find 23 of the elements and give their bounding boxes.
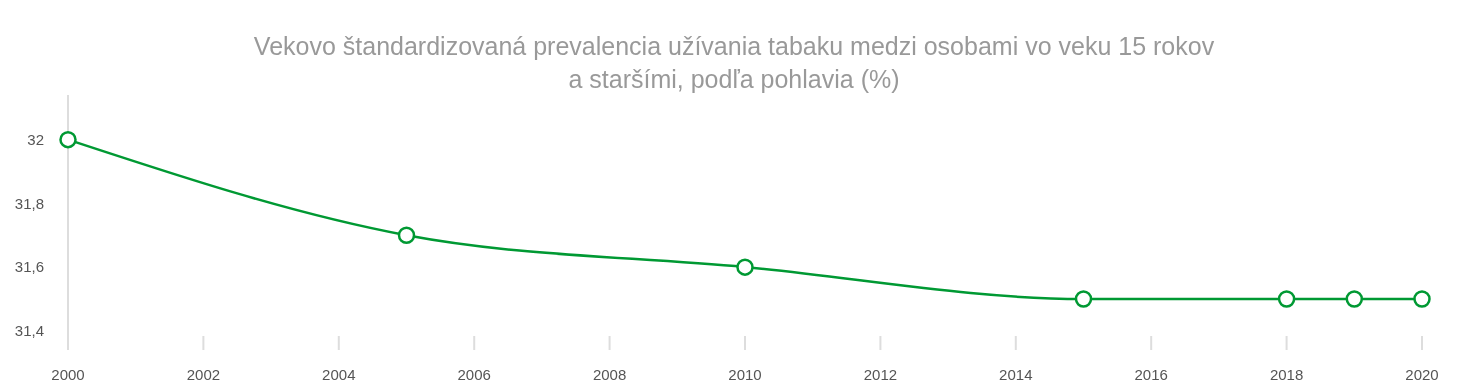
x-tick-label: 2012 [863,366,898,383]
point [1277,290,1296,308]
y-tick-label: 32 [27,130,44,148]
point [736,258,754,276]
x-tick-label: 2004 [322,366,356,383]
x-tick-label: 2006 [457,366,491,383]
y-tick-label: 31,6 [14,258,44,276]
x-tick-label: 2000 [51,366,85,383]
x-tick-label: 2010 [728,366,762,383]
point [397,226,416,244]
x-tick-label: 2008 [592,366,627,383]
point [1345,290,1364,308]
y-tick-label: 31,8 [14,194,44,212]
point [1413,290,1431,308]
x-tick-label: 2018 [1269,366,1304,383]
chart-title: Vekovo štandardizovaná prevalencia užívania tabaku medzi osobami vo veku 15 rokov a staršími, podľa pohlavia (%) [253,32,1215,93]
point [1074,290,1093,308]
x-tick-label: 2014 [999,366,1033,383]
point [59,130,77,149]
x-tick-label: 2002 [186,366,221,383]
y-tick-label: 31,4 [14,322,44,340]
x-tick-label: 2016 [1134,366,1168,383]
x-tick-label: 2020 [1405,366,1439,383]
